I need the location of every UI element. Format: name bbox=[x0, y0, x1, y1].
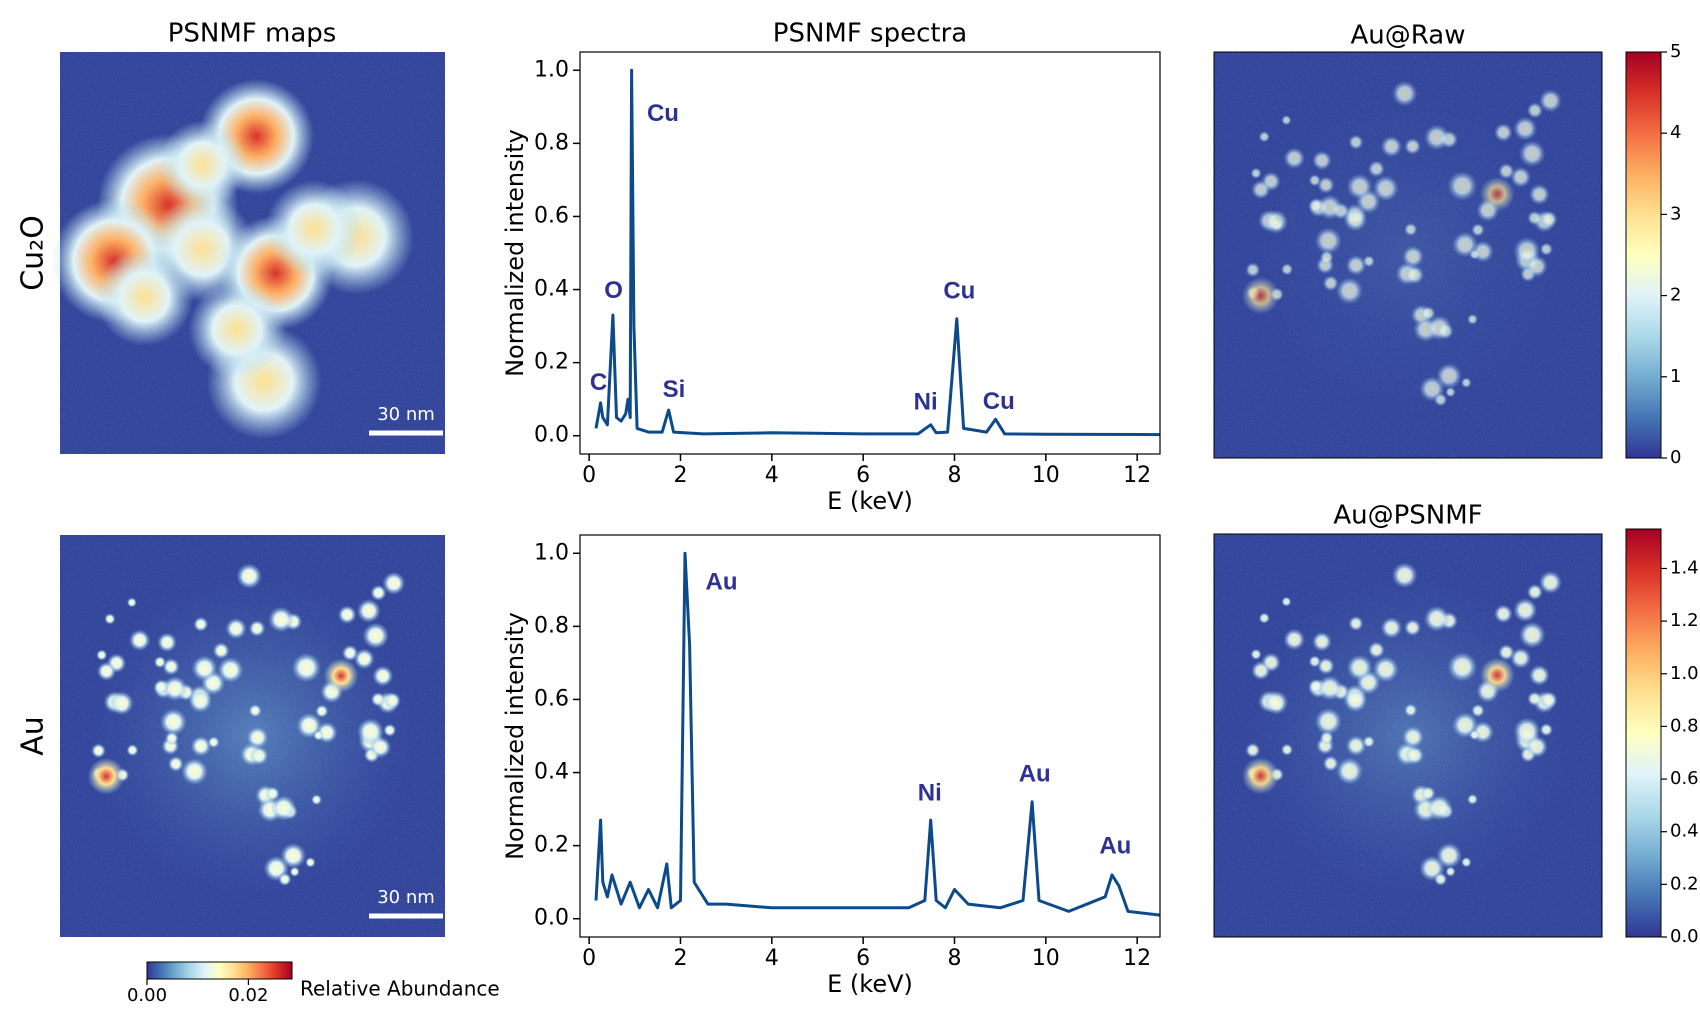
colorbar bbox=[146, 961, 293, 980]
map-frame bbox=[1213, 51, 1603, 459]
spectrum-line bbox=[594, 68, 1161, 437]
y-tick-label: 0.8 bbox=[534, 613, 569, 638]
peak-label: Si bbox=[663, 376, 686, 403]
psnmf-title: Au@PSNMF bbox=[1333, 501, 1482, 531]
spectrum-line bbox=[594, 551, 1161, 917]
colorbar bbox=[1625, 51, 1662, 459]
x-tick-label: 8 bbox=[947, 946, 961, 971]
colorbar-tick-label: 0.02 bbox=[228, 985, 268, 1006]
map-frame bbox=[1213, 533, 1603, 938]
scale-bar-label: 30 nm bbox=[377, 887, 435, 908]
peak-label: Cu bbox=[943, 278, 975, 305]
colorbar-tick-label: 3 bbox=[1670, 203, 1681, 224]
y-tick-label: 0.6 bbox=[534, 686, 569, 711]
colorbar-tick-label: 4 bbox=[1670, 122, 1681, 143]
raw-title: Au@Raw bbox=[1351, 21, 1466, 51]
y-tick-label: 0.0 bbox=[534, 906, 569, 931]
colorbar-tick-label: 0.0 bbox=[1670, 926, 1699, 947]
peak-label: Au bbox=[1019, 761, 1051, 788]
x-tick-label: 12 bbox=[1123, 463, 1151, 488]
x-tick-label: 6 bbox=[856, 463, 870, 488]
peak-label: Au bbox=[1099, 832, 1131, 859]
colorbar-tick-label: 0.2 bbox=[1670, 873, 1699, 894]
raw-map bbox=[1214, 52, 1602, 458]
peak-label: Au bbox=[706, 569, 738, 596]
psnmf-map bbox=[1214, 534, 1602, 937]
colorbar bbox=[1625, 528, 1662, 938]
colorbar-tick-label: 0.4 bbox=[1670, 821, 1699, 842]
colorbar-tick-label: 1.2 bbox=[1670, 610, 1699, 631]
x-tick-label: 0 bbox=[582, 946, 596, 971]
cu2o-map: 30 nm bbox=[51, 52, 445, 454]
scale-bar-label: 30 nm bbox=[377, 404, 435, 425]
au-map: 30 nm bbox=[60, 535, 445, 937]
y-tick-label: 0.8 bbox=[534, 130, 569, 155]
colorbar-tick-label: 0.6 bbox=[1670, 768, 1699, 789]
map-noise bbox=[60, 52, 445, 454]
row-label: Cu₂O bbox=[16, 215, 51, 291]
x-tick-label: 12 bbox=[1123, 946, 1151, 971]
y-axis-label: Normalized intensity bbox=[501, 612, 529, 860]
y-tick-label: 0.2 bbox=[534, 833, 569, 858]
colorbar-tick-label: 0.8 bbox=[1670, 715, 1699, 736]
colorbar-tick-label: 1 bbox=[1670, 366, 1681, 387]
peak-label: C bbox=[590, 369, 607, 396]
x-tick-label: 6 bbox=[856, 946, 870, 971]
y-tick-label: 0.0 bbox=[534, 423, 569, 448]
y-tick-label: 0.4 bbox=[534, 760, 569, 785]
colorbar-tick-label: 5 bbox=[1670, 41, 1681, 62]
colorbar-tick-label: 2 bbox=[1670, 285, 1681, 306]
colorbar-tick-label: 1.4 bbox=[1670, 557, 1699, 578]
peak-label: Ni bbox=[918, 780, 942, 807]
plot-frame bbox=[579, 534, 1161, 938]
row-label: Au bbox=[16, 716, 51, 756]
peak-label: O bbox=[604, 277, 623, 304]
colorbar-tick-label: 0.00 bbox=[127, 985, 167, 1006]
peak-label: Cu bbox=[983, 388, 1015, 415]
peak-label: Ni bbox=[914, 389, 938, 416]
y-axis-label: Normalized intensity bbox=[501, 129, 529, 377]
x-axis-label: E (keV) bbox=[827, 970, 913, 998]
x-axis-label: E (keV) bbox=[827, 487, 913, 515]
maps: 30 nm 30 nm bbox=[51, 51, 1603, 938]
maps-title: PSNMF maps bbox=[168, 19, 337, 49]
x-tick-label: 4 bbox=[765, 946, 779, 971]
x-tick-label: 0 bbox=[582, 463, 596, 488]
map-noise bbox=[1214, 52, 1602, 458]
colorbar-tick-label: 0 bbox=[1670, 447, 1681, 468]
map-noise bbox=[60, 535, 445, 937]
y-tick-label: 1.0 bbox=[534, 57, 569, 82]
chart-title: PSNMF spectra bbox=[773, 19, 967, 49]
colorbar-tick-label: 1.0 bbox=[1670, 663, 1699, 684]
map-noise bbox=[1214, 534, 1602, 937]
colorbar-label: Relative Abundance bbox=[300, 977, 500, 1001]
x-tick-label: 8 bbox=[947, 463, 961, 488]
y-tick-label: 1.0 bbox=[534, 540, 569, 565]
x-tick-label: 4 bbox=[765, 463, 779, 488]
y-tick-label: 0.4 bbox=[534, 277, 569, 302]
x-tick-label: 2 bbox=[673, 463, 687, 488]
x-tick-label: 2 bbox=[673, 946, 687, 971]
y-tick-label: 0.6 bbox=[534, 203, 569, 228]
peak-label: Cu bbox=[647, 100, 679, 127]
plot-frame bbox=[579, 51, 1161, 455]
x-tick-label: 10 bbox=[1032, 946, 1060, 971]
y-tick-label: 0.2 bbox=[534, 350, 569, 375]
x-tick-label: 10 bbox=[1032, 463, 1060, 488]
